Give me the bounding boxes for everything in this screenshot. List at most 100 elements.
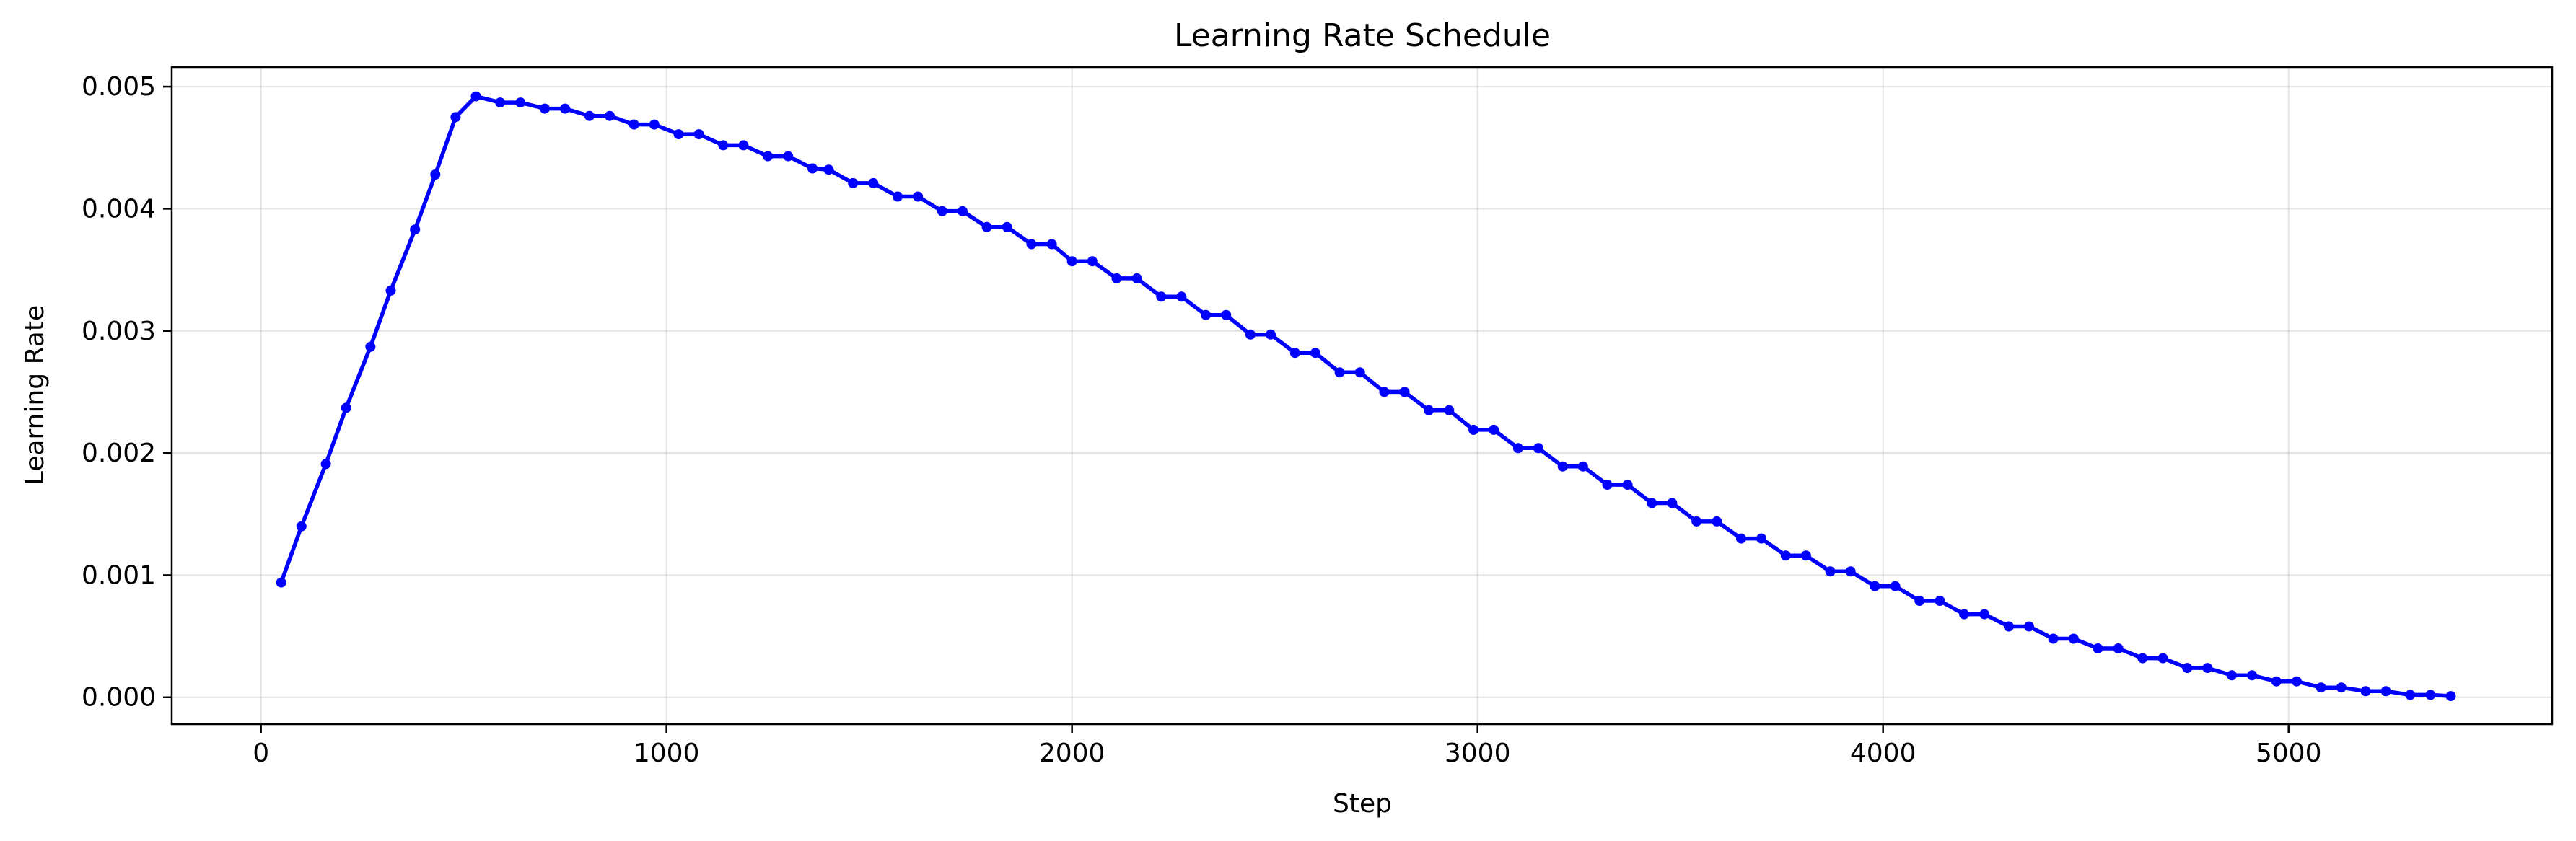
y-tick-label: 0.003 — [82, 317, 156, 346]
data-point — [540, 103, 550, 114]
data-point — [957, 206, 968, 216]
data-point — [2445, 691, 2456, 702]
data-point — [2405, 690, 2416, 700]
grid — [172, 67, 2552, 724]
y-axis-label: Learning Rate — [20, 305, 50, 485]
data-point — [605, 110, 615, 121]
axis-ticks: 0 1000 2000 3000 4000 5000 0.000 0.001 0.002 0.00… — [82, 72, 2322, 768]
data-point — [893, 191, 903, 202]
data-point — [1577, 461, 1588, 472]
data-point — [1245, 329, 1256, 340]
x-tick-label: 1000 — [634, 739, 700, 768]
data-point — [365, 341, 376, 352]
data-point — [718, 140, 729, 151]
data-point — [1468, 424, 1479, 435]
data-point — [320, 459, 331, 470]
data-point — [1622, 480, 1633, 490]
data-point — [2247, 670, 2258, 681]
series — [276, 91, 2456, 702]
data-point — [783, 151, 794, 162]
data-point — [693, 129, 704, 140]
data-point — [1046, 239, 1057, 250]
data-point — [410, 224, 421, 235]
data-point — [470, 91, 481, 102]
data-point — [2024, 621, 2034, 632]
data-point — [2137, 653, 2148, 664]
data-point — [1825, 566, 1836, 577]
data-point — [2182, 663, 2193, 674]
data-point — [1845, 566, 1856, 577]
data-point — [1066, 256, 1077, 267]
data-point — [1424, 405, 1434, 415]
x-tick-label: 2000 — [1039, 739, 1105, 768]
data-point — [560, 103, 571, 114]
y-tick-label: 0.005 — [82, 72, 156, 102]
data-point — [1379, 387, 1390, 397]
data-point — [2068, 633, 2079, 644]
data-point — [430, 169, 441, 180]
x-tick-label: 0 — [253, 739, 269, 768]
data-point — [2380, 686, 2391, 697]
data-point — [981, 221, 992, 232]
data-point — [2360, 686, 2371, 697]
data-point — [1890, 581, 1901, 591]
data-point — [2227, 670, 2237, 681]
data-point — [2048, 633, 2059, 644]
data-point — [1959, 609, 1970, 620]
data-point — [1870, 581, 1880, 591]
data-point — [1354, 367, 1365, 378]
data-point — [1691, 516, 1702, 527]
data-point — [385, 285, 396, 296]
data-point — [1310, 348, 1320, 358]
data-point — [1266, 329, 1276, 340]
data-point — [1026, 239, 1037, 250]
data-point — [2093, 643, 2103, 653]
y-tick-label: 0.004 — [82, 194, 156, 224]
x-tick-label: 4000 — [1850, 739, 1916, 768]
data-point — [296, 521, 307, 532]
data-point — [1156, 291, 1167, 302]
data-point — [1602, 480, 1613, 490]
data-point — [1914, 596, 1925, 606]
data-point — [823, 164, 834, 175]
data-point — [763, 151, 774, 162]
data-point — [2336, 682, 2347, 693]
data-point — [1979, 609, 1990, 620]
data-point — [2157, 653, 2168, 664]
data-point — [1935, 596, 1945, 606]
data-point — [848, 177, 859, 188]
data-point — [937, 206, 947, 216]
data-point — [1756, 533, 1767, 544]
data-point — [2316, 682, 2326, 693]
data-point — [807, 163, 818, 174]
data-point — [1736, 533, 1746, 544]
plot-frame — [170, 66, 2554, 726]
x-axis-label: Step — [1333, 789, 1392, 819]
y-tick-label: 0.001 — [82, 560, 156, 590]
data-point — [2271, 676, 2282, 687]
data-point — [1512, 443, 1523, 454]
data-point — [1800, 550, 1811, 561]
series-line — [279, 94, 2453, 698]
data-point — [1647, 498, 1657, 508]
x-tick-label: 3000 — [1445, 739, 1511, 768]
data-point — [1712, 516, 1722, 527]
data-point — [1334, 367, 1345, 378]
data-point — [341, 402, 351, 413]
data-point — [673, 129, 684, 140]
data-point — [1667, 498, 1678, 508]
data-point — [649, 119, 660, 130]
data-point — [495, 97, 506, 108]
chart-title: Learning Rate Schedule — [1174, 17, 1551, 54]
data-point — [2113, 643, 2124, 653]
data-point — [913, 191, 924, 202]
y-tick-label: 0.000 — [82, 683, 156, 713]
data-point — [628, 119, 639, 130]
data-point — [515, 97, 526, 108]
data-point — [450, 112, 461, 123]
data-point — [1087, 256, 1098, 267]
data-point — [2003, 621, 2014, 632]
x-tick-label: 5000 — [2256, 739, 2322, 768]
data-point — [1176, 291, 1187, 302]
data-point — [1780, 550, 1791, 561]
